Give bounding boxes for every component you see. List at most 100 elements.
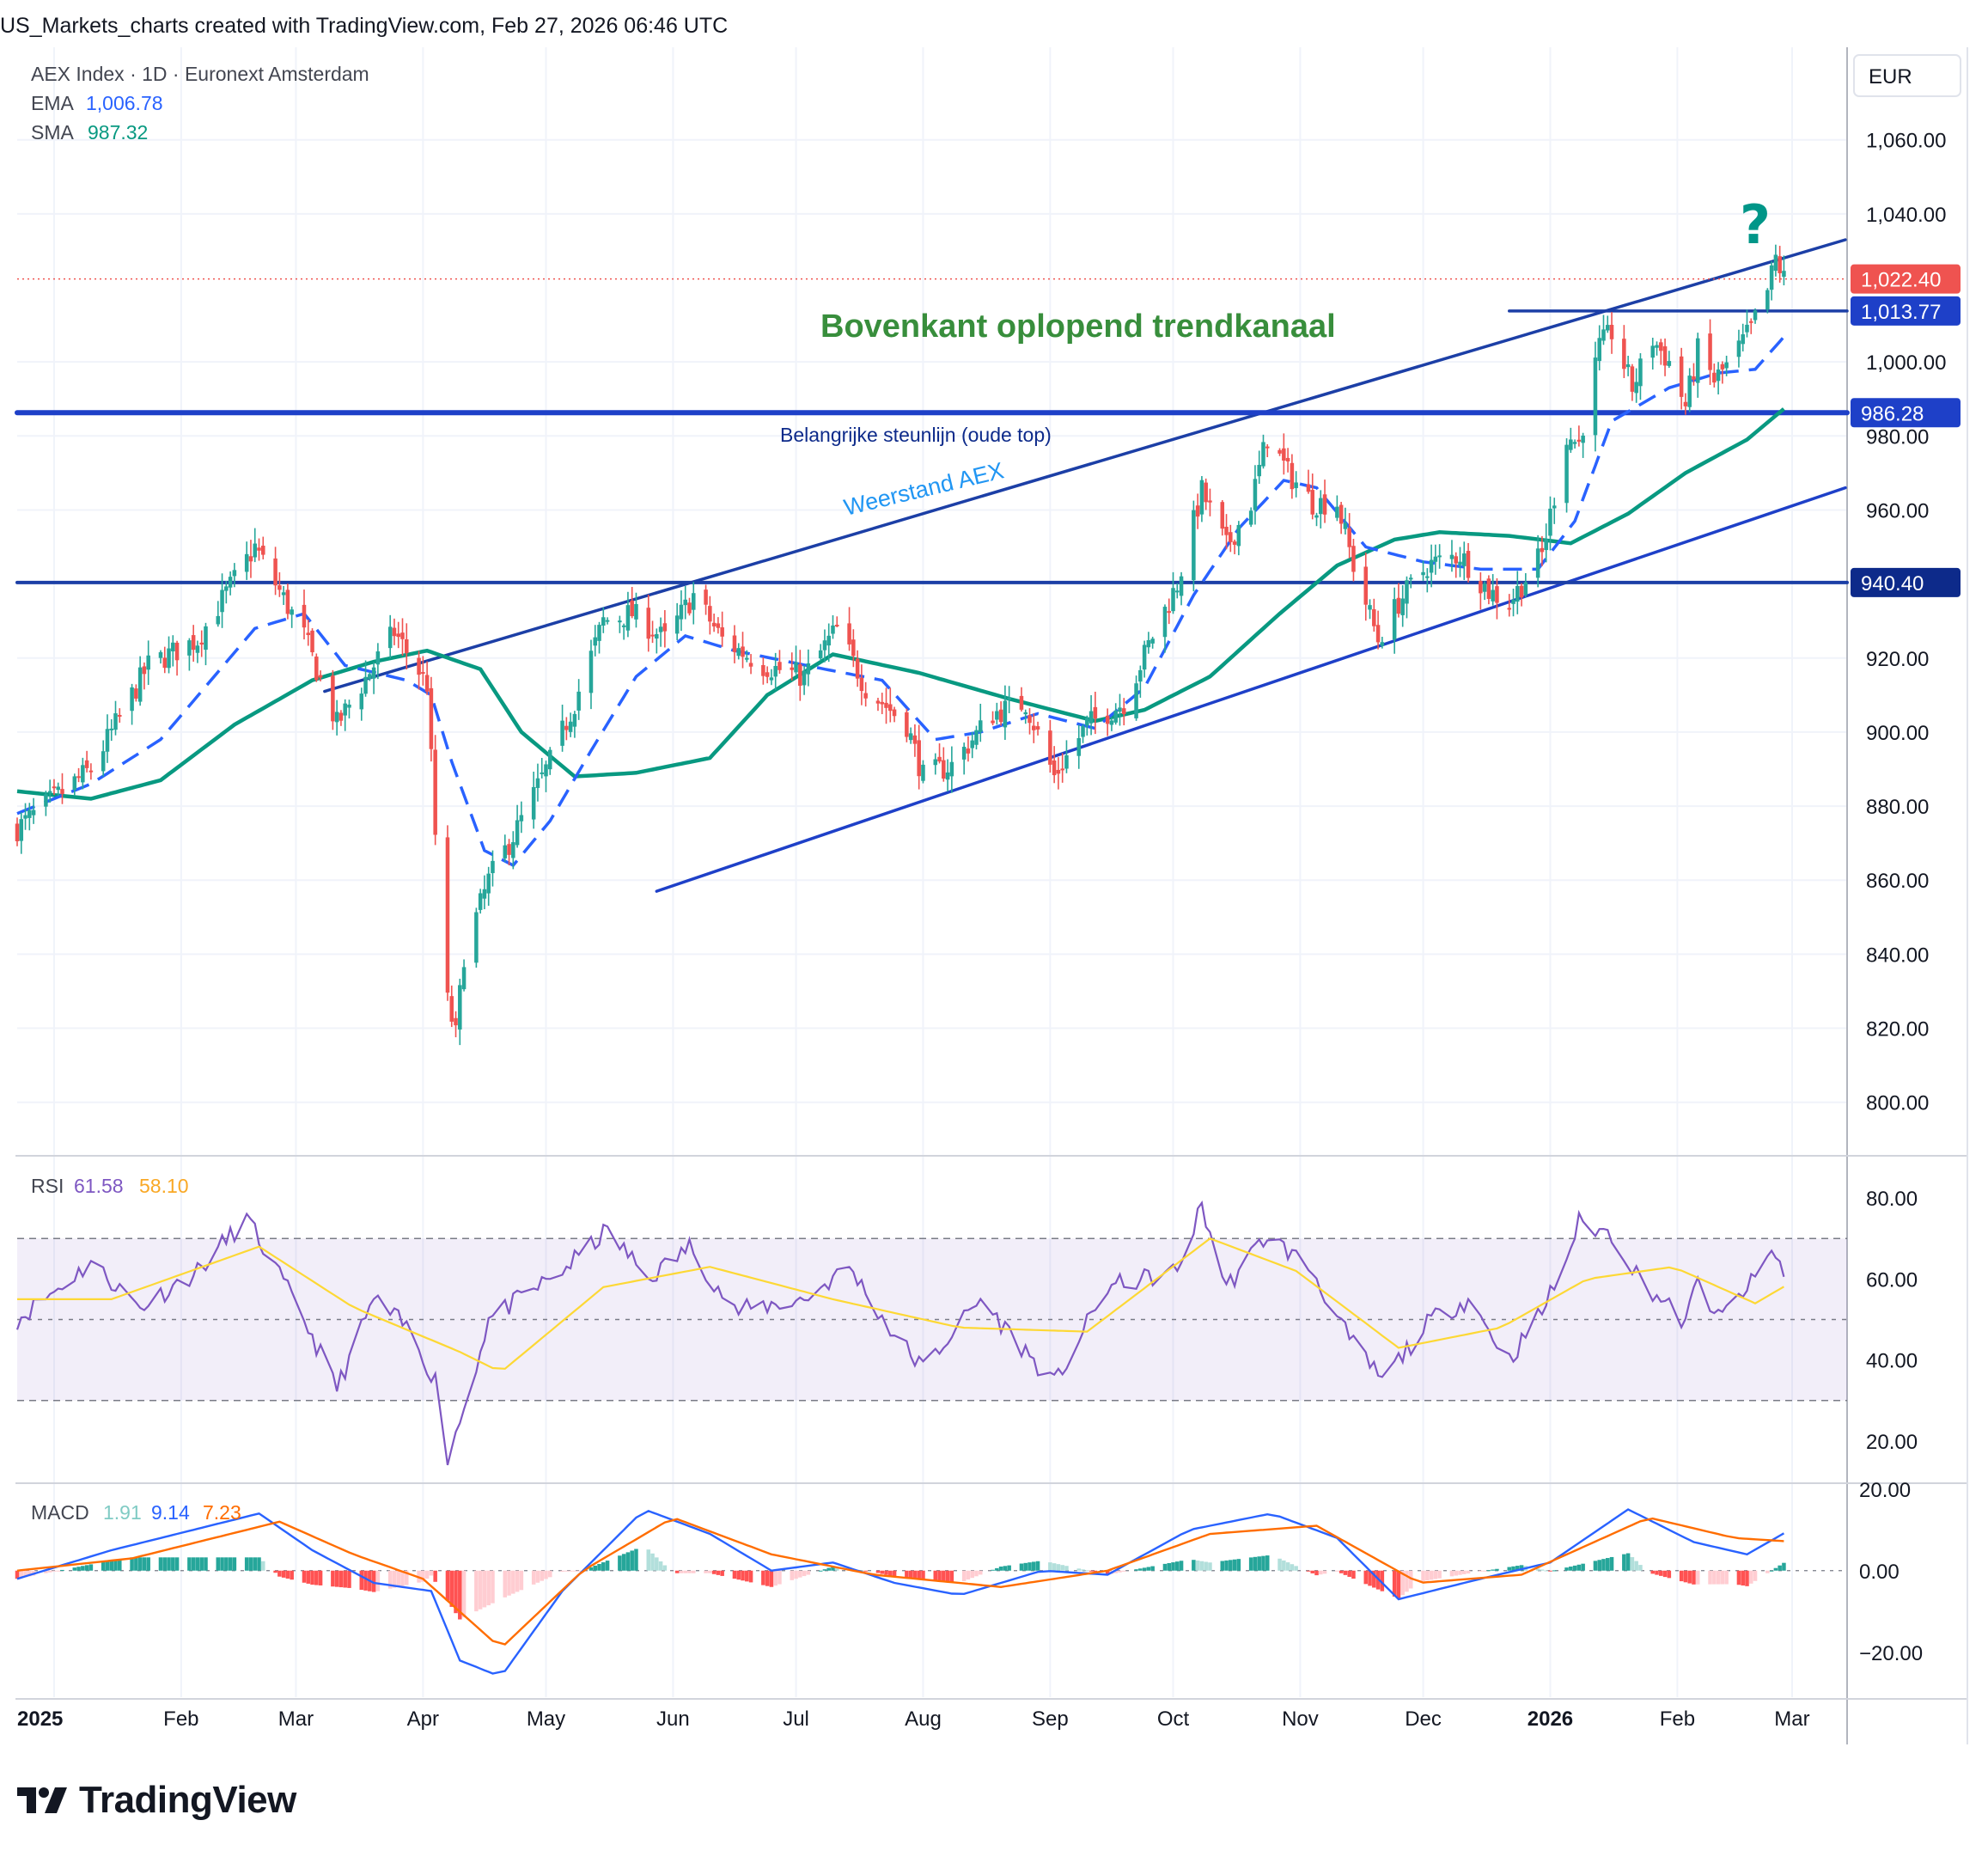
macd-hist-bar: [1220, 1561, 1225, 1571]
candle-body: [19, 819, 24, 841]
macd-hist-bar: [1195, 1560, 1200, 1571]
candle-body: [1576, 439, 1582, 442]
candle-body: [285, 590, 290, 614]
macd-hist-bar: [56, 1570, 60, 1572]
macd-hist-bar: [27, 1570, 32, 1577]
candle-body: [921, 764, 925, 781]
candle-body: [1085, 718, 1089, 726]
macd-hist-bar: [1712, 1570, 1717, 1585]
macd-hist-bar: [679, 1570, 684, 1573]
macd-hist-bar: [1199, 1561, 1204, 1571]
macd-hist-bar: [1745, 1570, 1749, 1586]
tradingview-logo: TradingView: [17, 1779, 296, 1822]
rsi-band-fill: [17, 1238, 1847, 1401]
macd-hist-bar: [1319, 1570, 1323, 1575]
macd-hist-bar: [708, 1570, 712, 1573]
macd-hist-bar: [421, 1570, 425, 1582]
candle-body: [1581, 435, 1585, 443]
macd-hist-bar: [1753, 1570, 1758, 1581]
candle-body: [1523, 582, 1528, 596]
price-tick-label: 980.00: [1866, 425, 1929, 449]
time-tick-label: Jul: [783, 1707, 809, 1731]
candle-body: [375, 651, 381, 665]
macd-hist-bar: [630, 1550, 634, 1571]
candle-body: [1023, 712, 1028, 715]
candle-body: [417, 657, 421, 675]
candle-body: [1162, 607, 1168, 638]
macd-hist-bar: [134, 1557, 138, 1571]
candle-body: [1695, 338, 1700, 383]
macd-hist-bar: [568, 1570, 573, 1572]
candle-body: [1179, 576, 1184, 596]
candle-body: [1032, 725, 1036, 730]
candle-body: [1232, 541, 1237, 545]
annotation-upper-channel: Bovenkant oplopend trendkanaal: [820, 308, 1336, 345]
candle-body: [458, 985, 462, 1030]
macd-hist-bar: [507, 1570, 511, 1596]
macd-hist-bar: [81, 1566, 85, 1571]
candle-body: [60, 789, 64, 794]
macd-hist-bar: [658, 1561, 663, 1571]
candle-body: [863, 693, 868, 699]
candle-body: [1322, 494, 1327, 515]
macd-hist-bar: [1282, 1560, 1286, 1571]
candle-body: [27, 809, 32, 818]
candle-body: [1572, 442, 1577, 444]
candle-body: [1347, 528, 1351, 547]
candle-body: [1667, 361, 1672, 366]
candle-body: [1597, 338, 1601, 362]
candle-body: [937, 756, 942, 762]
candle-body: [1479, 581, 1483, 594]
candle-body: [1019, 695, 1024, 710]
macd-hist-bar: [19, 1570, 24, 1579]
macd-hist-bar: [429, 1570, 434, 1576]
macd-hist-bar: [371, 1570, 376, 1592]
chart-caption: US_Markets_charts created with TradingVi…: [0, 14, 729, 38]
macd-hist-bar: [1421, 1570, 1425, 1582]
candle-body: [146, 655, 150, 670]
candle-body: [424, 675, 430, 692]
axes: 2025 Feb Mar Apr May Jun Jul Aug Sep Oct Nov Dec 202…: [17, 65, 1946, 1731]
macd-hist-bar: [880, 1570, 885, 1574]
macd-hist-bar: [937, 1570, 942, 1581]
candle-body: [560, 720, 564, 746]
macd-hist-bar: [302, 1570, 307, 1583]
candle-body: [531, 786, 536, 820]
macd-hist-bar: [1724, 1570, 1729, 1585]
macd-hist-bar: [216, 1557, 221, 1571]
candle-body: [1105, 715, 1110, 724]
rsi-ma-legend-value: 58.10: [139, 1175, 189, 1197]
candle-body: [704, 590, 708, 605]
macd-hist-bar: [1433, 1570, 1438, 1579]
macd-hist-bar: [1261, 1555, 1265, 1571]
macd-hist-bar: [142, 1557, 147, 1571]
price-pane[interactable]: Bovenkant oplopend trendkanaal Belangrijk…: [15, 193, 1850, 1046]
candle-body: [646, 608, 651, 639]
rsi-pane[interactable]: [15, 1200, 1847, 1466]
candle-body: [1405, 580, 1409, 604]
candle-body: [741, 646, 745, 657]
macd-hist-bar: [1392, 1570, 1397, 1597]
macd-hist-bar: [1662, 1570, 1668, 1578]
candle-body: [597, 625, 601, 641]
macd-hist-bar: [458, 1570, 462, 1620]
candle-body: [1662, 346, 1668, 366]
macd-hist-bar: [1466, 1570, 1471, 1574]
macd-pane[interactable]: [15, 1508, 1847, 1675]
candle-body: [1511, 600, 1515, 604]
candle-body: [171, 642, 175, 651]
macd-hist-bar: [1667, 1570, 1672, 1579]
candle-body: [158, 651, 163, 658]
candle-body: [778, 662, 782, 670]
macd-hist-bar: [491, 1570, 495, 1604]
candle-body: [593, 637, 598, 646]
macd-hist-bar: [1142, 1567, 1147, 1571]
time-tick-label: Feb: [163, 1707, 198, 1731]
candle-body: [244, 553, 249, 572]
candle-body: [1515, 585, 1520, 602]
candle-body: [1495, 586, 1499, 603]
candle-body: [118, 714, 122, 717]
candle-body: [76, 776, 81, 779]
macd-hist-bar: [822, 1569, 827, 1571]
